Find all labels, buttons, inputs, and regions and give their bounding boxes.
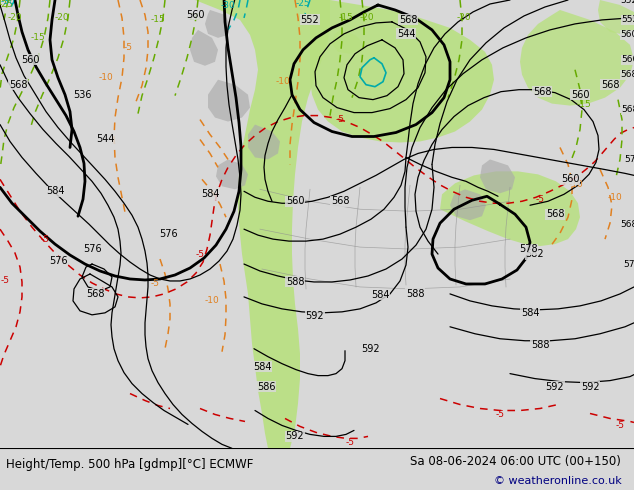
- Text: -30: -30: [221, 1, 235, 10]
- Text: 584: 584: [46, 186, 64, 196]
- Text: 584: 584: [201, 189, 219, 199]
- Text: 592: 592: [306, 311, 325, 321]
- Text: Height/Temp. 500 hPa [gdmp][°C] ECMWF: Height/Temp. 500 hPa [gdmp][°C] ECMWF: [6, 458, 254, 471]
- Text: 552: 552: [621, 0, 634, 4]
- Text: -20: -20: [456, 13, 471, 23]
- Text: 560: 560: [621, 55, 634, 64]
- Text: 57: 57: [624, 155, 634, 164]
- Polygon shape: [332, 30, 362, 54]
- Polygon shape: [190, 30, 218, 66]
- Text: -15: -15: [151, 15, 165, 24]
- Text: -25: -25: [0, 0, 13, 9]
- Polygon shape: [480, 159, 515, 193]
- Text: Sa 08-06-2024 06:00 UTC (00+150): Sa 08-06-2024 06:00 UTC (00+150): [410, 455, 621, 468]
- Text: 588: 588: [531, 340, 549, 350]
- Text: 592: 592: [361, 343, 379, 354]
- Text: 568: 568: [601, 80, 619, 90]
- Text: 592: 592: [546, 382, 564, 392]
- Text: 560: 560: [286, 196, 304, 206]
- Text: -10: -10: [99, 73, 113, 82]
- Text: 560: 560: [186, 10, 204, 20]
- Text: 568: 568: [399, 15, 417, 25]
- Text: 568: 568: [621, 70, 634, 79]
- Text: 544: 544: [96, 134, 114, 145]
- Text: -20: -20: [186, 13, 202, 23]
- Text: 576: 576: [49, 256, 67, 266]
- Text: -5: -5: [536, 195, 545, 204]
- Text: 586: 586: [257, 382, 275, 392]
- Text: 568: 568: [621, 105, 634, 114]
- Polygon shape: [520, 10, 634, 106]
- Text: -25: -25: [295, 0, 310, 8]
- Text: 576: 576: [158, 229, 178, 239]
- Text: -15: -15: [339, 13, 353, 23]
- Text: 568: 568: [331, 196, 349, 206]
- Text: 568: 568: [533, 87, 551, 97]
- Text: -5: -5: [335, 115, 344, 124]
- Polygon shape: [450, 189, 486, 220]
- Text: 536: 536: [73, 90, 91, 99]
- Text: 560: 560: [21, 55, 39, 65]
- Text: 544: 544: [397, 29, 415, 39]
- Text: -10: -10: [205, 296, 219, 305]
- Polygon shape: [195, 0, 330, 448]
- Text: 588: 588: [286, 277, 304, 287]
- Text: -20: -20: [359, 13, 374, 23]
- Text: -5: -5: [41, 235, 49, 244]
- Text: 592: 592: [581, 382, 599, 392]
- Text: 576: 576: [82, 244, 101, 254]
- Text: -20: -20: [8, 13, 22, 23]
- Text: 560: 560: [560, 174, 579, 184]
- Text: -5: -5: [1, 276, 10, 286]
- Text: -5: -5: [496, 410, 505, 419]
- Text: 568: 568: [546, 209, 564, 219]
- Text: 584: 584: [521, 308, 540, 318]
- Text: 552: 552: [301, 15, 320, 25]
- Polygon shape: [208, 80, 250, 122]
- Polygon shape: [310, 0, 494, 143]
- Text: 592: 592: [286, 431, 304, 441]
- Text: 584: 584: [253, 362, 271, 371]
- Text: 588: 588: [406, 289, 424, 299]
- Text: 552: 552: [621, 15, 634, 24]
- Text: 582: 582: [526, 249, 545, 259]
- Text: -30: -30: [1, 0, 15, 6]
- Text: 568: 568: [9, 80, 27, 90]
- Polygon shape: [440, 172, 580, 246]
- Text: -10: -10: [607, 193, 623, 202]
- Polygon shape: [216, 159, 248, 189]
- Polygon shape: [248, 124, 280, 159]
- Text: 568: 568: [86, 289, 104, 299]
- Text: -5: -5: [124, 43, 133, 52]
- Text: -5: -5: [346, 438, 354, 447]
- Text: © weatheronline.co.uk: © weatheronline.co.uk: [494, 476, 621, 486]
- Text: -5: -5: [616, 421, 624, 430]
- Text: -15: -15: [577, 100, 592, 109]
- Text: -15: -15: [30, 33, 46, 42]
- Text: -10: -10: [569, 180, 583, 189]
- Text: 568: 568: [621, 220, 634, 229]
- Text: 560: 560: [621, 30, 634, 39]
- Text: 584: 584: [371, 290, 389, 300]
- Text: -10: -10: [276, 77, 290, 86]
- Text: -5: -5: [150, 279, 160, 289]
- Polygon shape: [205, 10, 230, 38]
- Text: -5: -5: [195, 249, 205, 259]
- Polygon shape: [598, 0, 634, 35]
- Text: 57: 57: [623, 260, 634, 269]
- Text: -20: -20: [55, 13, 69, 23]
- Text: 578: 578: [519, 244, 537, 254]
- Text: 560: 560: [571, 90, 589, 99]
